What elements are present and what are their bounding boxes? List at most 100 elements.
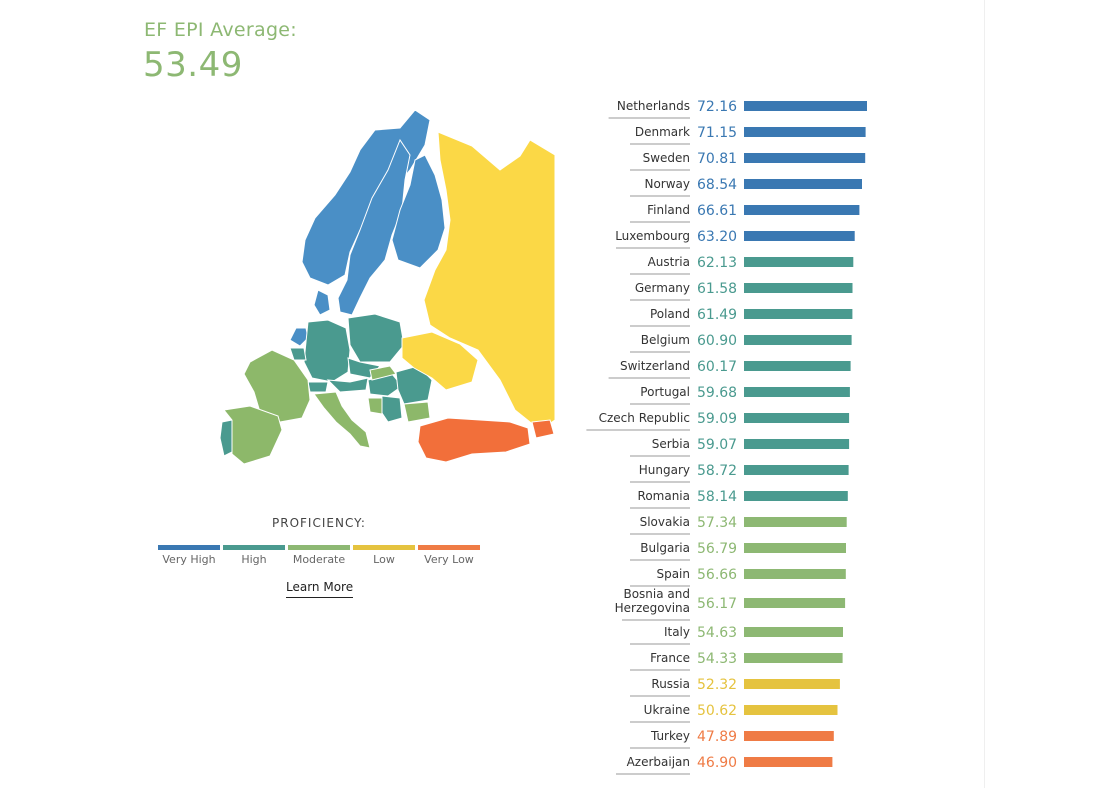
map-region-russia[interactable] [423, 131, 556, 431]
chart-row[interactable]: Azerbaijan 46.90 [616, 755, 833, 775]
chart-bar[interactable] [744, 179, 862, 189]
chart-category-label: Czech Republic [599, 411, 690, 425]
legend-item-high[interactable]: High [223, 545, 285, 566]
chart-row[interactable]: Belgium 60.90 [630, 333, 852, 353]
chart-bar[interactable] [744, 517, 847, 527]
legend-label-very-high: Very High [162, 553, 216, 566]
chart-row[interactable]: Sweden 70.81 [630, 151, 866, 171]
chart-value-label: 70.81 [697, 151, 737, 167]
chart-bar[interactable] [744, 413, 850, 423]
chart-category-label: Russia [651, 677, 690, 691]
map-region-germany[interactable] [303, 319, 351, 383]
chart-row[interactable]: Germany 61.58 [630, 281, 853, 301]
chart-bar[interactable] [744, 569, 846, 579]
chart-bar[interactable] [744, 439, 850, 449]
map-region-netherlands[interactable] [289, 327, 309, 347]
chart-category-label: Luxembourg [615, 229, 690, 243]
chart-category-label: Spain [656, 567, 690, 581]
chart-bar[interactable] [744, 653, 843, 663]
chart-value-label: 47.89 [697, 729, 737, 745]
map-region-italy[interactable] [313, 391, 371, 449]
chart-row[interactable]: Switzerland 60.17 [608, 359, 851, 379]
chart-value-label: 56.79 [697, 541, 737, 557]
chart-row[interactable]: Bulgaria 56.79 [630, 541, 846, 561]
chart-row[interactable]: Ukraine 50.62 [630, 703, 838, 723]
chart-row[interactable]: Denmark 71.15 [630, 125, 866, 145]
map-region-spain[interactable] [223, 405, 283, 465]
chart-row[interactable]: Turkey 47.89 [630, 729, 834, 749]
chart-row[interactable]: Italy 54.63 [630, 625, 843, 645]
map-region-belgium[interactable] [289, 347, 307, 361]
chart-category-label: Sweden [643, 151, 690, 165]
chart-bar[interactable] [744, 153, 866, 163]
chart-value-label: 71.15 [697, 125, 737, 141]
legend-item-moderate[interactable]: Moderate [288, 545, 350, 566]
map-region-bulgaria[interactable] [403, 401, 431, 423]
chart-row[interactable]: Spain 56.66 [630, 567, 846, 587]
chart-bar[interactable] [744, 543, 846, 553]
chart-row[interactable]: Luxembourg 63.20 [615, 229, 855, 249]
chart-bar[interactable] [744, 283, 853, 293]
chart-bar[interactable] [744, 361, 851, 371]
chart-row[interactable]: Poland 61.49 [630, 307, 853, 327]
chart-row[interactable]: Slovakia 57.34 [630, 515, 847, 535]
chart-category-label: Italy [664, 625, 690, 639]
chart-bar[interactable] [744, 731, 834, 741]
map-region-azerbaijan[interactable] [531, 419, 555, 439]
map-region-ukraine[interactable] [401, 331, 479, 391]
chart-row[interactable]: Serbia 59.07 [630, 437, 850, 457]
map-region-france[interactable] [243, 349, 311, 423]
map-region-bosnia[interactable] [367, 397, 383, 415]
chart-row[interactable]: France 54.33 [630, 651, 843, 671]
map-region-sweden[interactable] [337, 138, 411, 316]
chart-value-label: 61.58 [697, 281, 737, 297]
chart-value-label: 50.62 [697, 703, 737, 719]
chart-bar[interactable] [744, 231, 855, 241]
map-region-switzerland[interactable] [307, 381, 329, 393]
chart-row[interactable]: Norway 68.54 [630, 177, 862, 197]
map-region-austria[interactable] [326, 377, 369, 393]
chart-row[interactable]: Hungary 58.72 [630, 463, 849, 483]
map-region-portugal[interactable] [219, 419, 233, 457]
chart-bar[interactable] [744, 491, 848, 501]
chart-value-label: 59.09 [697, 411, 737, 427]
legend-item-low[interactable]: Low [353, 545, 415, 566]
chart-row[interactable]: Finland 66.61 [630, 203, 860, 223]
chart-row[interactable]: Czech Republic 59.09 [586, 411, 850, 431]
chart-row[interactable]: Austria 62.13 [630, 255, 854, 275]
chart-bar[interactable] [744, 257, 854, 267]
chart-value-label: 57.34 [697, 515, 737, 531]
map-region-slovakia[interactable] [369, 365, 397, 381]
chart-row[interactable]: Russia 52.32 [630, 677, 840, 697]
chart-bar[interactable] [744, 757, 833, 767]
chart-category-label: France [650, 651, 690, 665]
map-region-serbia[interactable] [379, 395, 403, 423]
chart-category-label: Netherlands [617, 99, 690, 113]
map-region-finland[interactable] [391, 154, 446, 269]
average-value: 53.49 [143, 45, 243, 85]
chart-bar[interactable] [744, 705, 838, 715]
chart-row[interactable]: Romania 58.14 [630, 489, 848, 509]
chart-bar[interactable] [744, 101, 867, 111]
chart-bar[interactable] [744, 205, 860, 215]
chart-bar[interactable] [744, 679, 840, 689]
chart-value-label: 61.49 [697, 307, 737, 323]
legend-item-very-low[interactable]: Very Low [418, 545, 480, 566]
europe-map[interactable] [210, 100, 560, 470]
learn-more-link[interactable]: Learn More [286, 580, 354, 598]
chart-row[interactable]: Portugal 59.68 [630, 385, 850, 405]
chart-bar[interactable] [744, 335, 852, 345]
chart-bar[interactable] [744, 598, 846, 608]
chart-bar[interactable] [744, 309, 853, 319]
legend-item-very-high[interactable]: Very High [158, 545, 220, 566]
chart-row[interactable]: Netherlands 72.16 [608, 99, 867, 119]
chart-bar[interactable] [744, 387, 850, 397]
chart-bar[interactable] [744, 127, 866, 137]
chart-bar[interactable] [744, 627, 843, 637]
map-region-poland[interactable] [347, 313, 405, 363]
map-region-turkey[interactable] [417, 417, 531, 463]
chart-bar[interactable] [744, 465, 849, 475]
proficiency-title: PROFICIENCY: [272, 516, 366, 530]
map-region-denmark[interactable] [313, 289, 331, 316]
